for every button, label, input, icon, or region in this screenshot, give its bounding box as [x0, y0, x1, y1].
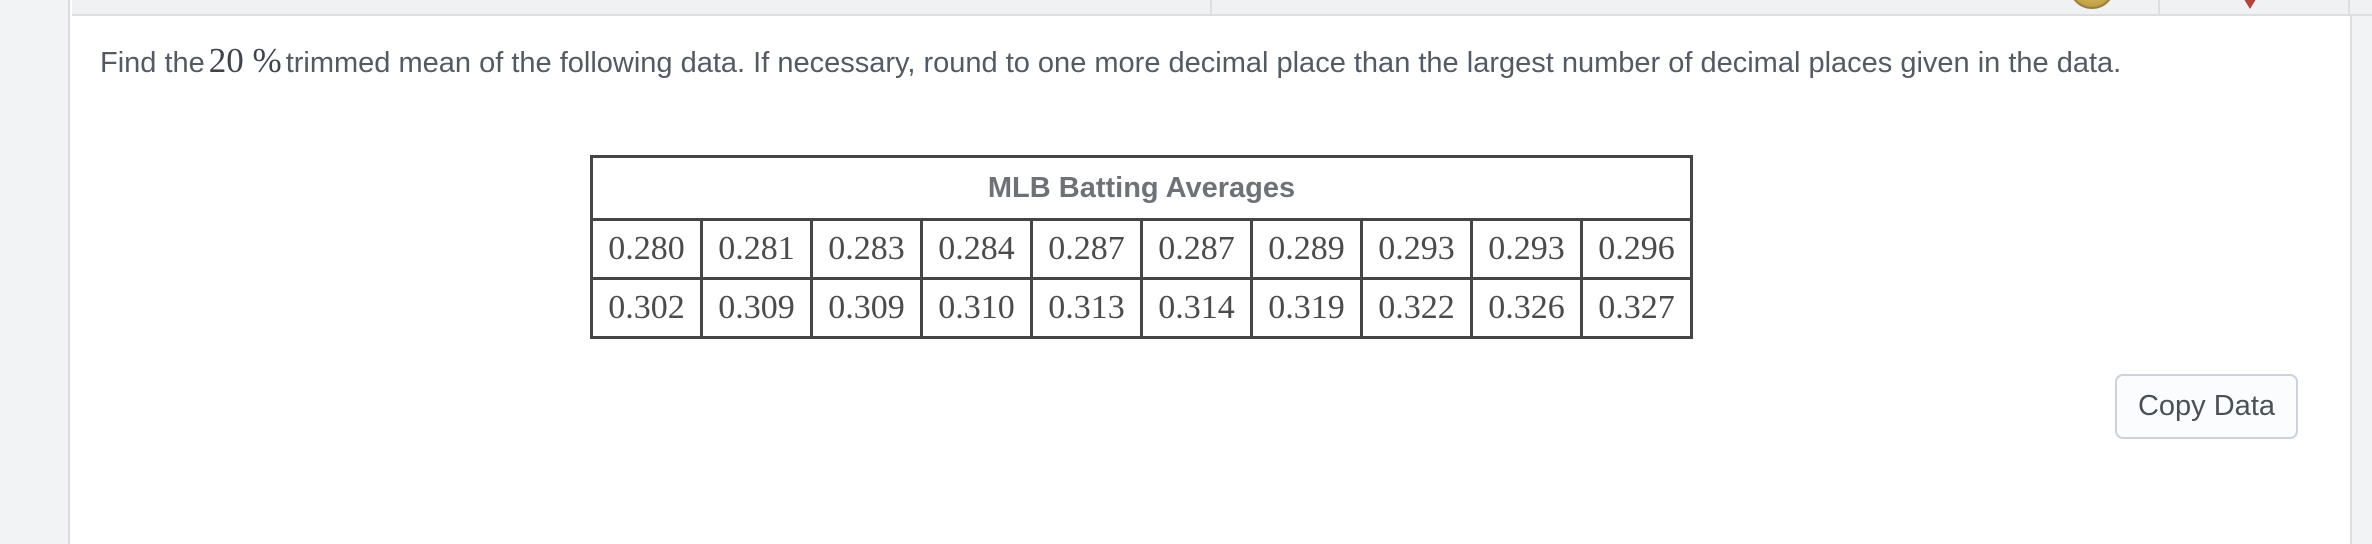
coin-icon[interactable] [2069, 0, 2115, 9]
table-cell: 0.283 [810, 218, 923, 280]
question-prefix: Find the [100, 47, 205, 79]
table-cell: 0.293 [1360, 218, 1473, 280]
table-cell: 0.326 [1470, 277, 1583, 339]
table-row: 0.280 0.281 0.283 0.284 0.287 0.287 0.28… [590, 218, 1693, 280]
copy-data-button[interactable]: Copy Data [2115, 374, 2298, 439]
toolbar-divider [2348, 0, 2350, 14]
table-cell: 0.302 [590, 277, 703, 339]
table-cell: 0.309 [700, 277, 813, 339]
table-cell: 0.281 [700, 218, 813, 280]
batting-averages-table: MLB Batting Averages 0.280 0.281 0.283 0… [590, 155, 1693, 339]
table-cell: 0.319 [1250, 277, 1363, 339]
question-text: Find the 20 % trimmed mean of the followin… [100, 42, 2300, 82]
left-sidebar [0, 0, 70, 544]
toolbar-divider [2158, 0, 2160, 14]
table-cell: 0.284 [920, 218, 1033, 280]
table-cell: 0.293 [1470, 218, 1583, 280]
top-toolbar [72, 0, 2372, 16]
table-cell: 0.296 [1580, 218, 1693, 280]
question-panel: Find the 20 % trimmed mean of the followin… [72, 16, 2350, 544]
trim-percentage-value: 20 % [208, 41, 282, 80]
table-title-row: MLB Batting Averages [590, 155, 1693, 221]
table-cell: 0.287 [1030, 218, 1143, 280]
toolbar-divider [1210, 0, 1212, 14]
table-cell: 0.313 [1030, 277, 1143, 339]
table-row: 0.302 0.309 0.309 0.310 0.313 0.314 0.31… [590, 277, 1693, 339]
table-cell: 0.327 [1580, 277, 1693, 339]
table-cell: 0.280 [590, 218, 703, 280]
table-cell: 0.287 [1140, 218, 1253, 280]
table-cell: 0.289 [1250, 218, 1363, 280]
alert-icon[interactable] [2243, 0, 2257, 9]
table-cell: 0.310 [920, 277, 1033, 339]
table-cell: 0.314 [1140, 277, 1253, 339]
table-title: MLB Batting Averages [590, 155, 1693, 221]
right-gutter [2350, 16, 2372, 544]
question-suffix: trimmed mean of the following data. If n… [285, 47, 2122, 79]
table-cell: 0.309 [810, 277, 923, 339]
table-cell: 0.322 [1360, 277, 1473, 339]
